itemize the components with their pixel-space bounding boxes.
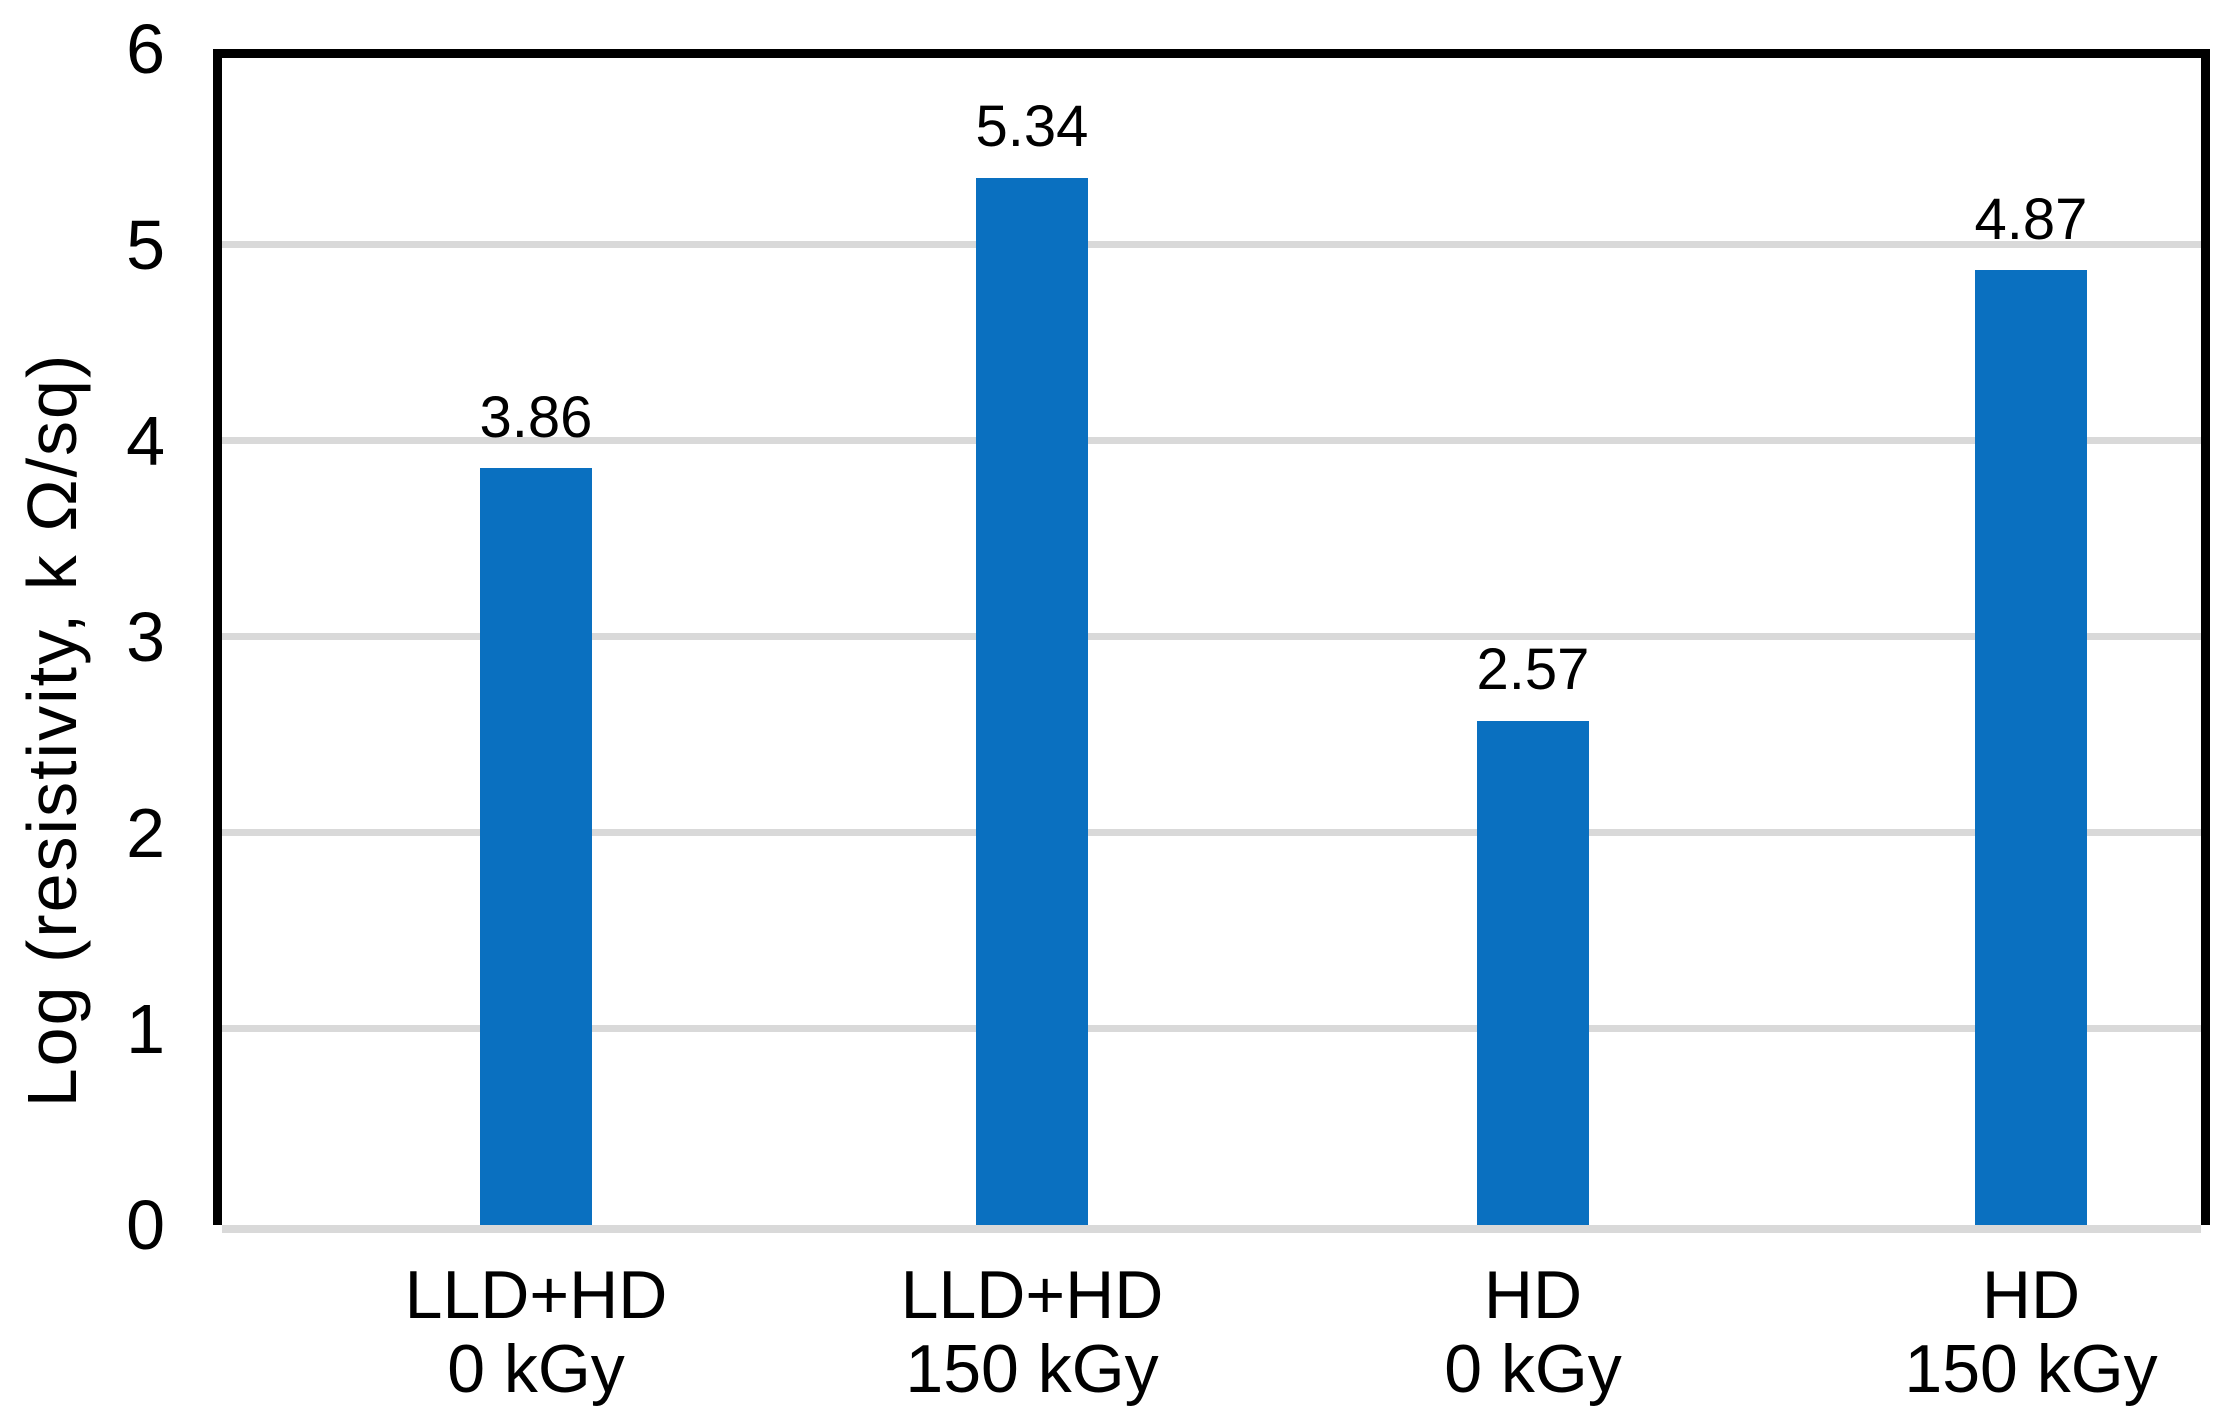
bar bbox=[976, 178, 1088, 1225]
y-tick-label: 1 bbox=[126, 990, 165, 1068]
gridline bbox=[222, 437, 2201, 444]
bar-value-label: 4.87 bbox=[1974, 186, 2088, 252]
bar-value-label: 3.86 bbox=[479, 384, 593, 450]
gridline bbox=[222, 241, 2201, 248]
gridline bbox=[222, 633, 2201, 640]
y-tick-label: 5 bbox=[126, 206, 165, 284]
y-tick-label: 6 bbox=[126, 10, 165, 88]
x-axis-baseline bbox=[222, 1225, 2201, 1233]
bar bbox=[1477, 721, 1589, 1225]
y-tick-label: 4 bbox=[126, 402, 165, 480]
bar bbox=[1975, 270, 2087, 1225]
gridline bbox=[222, 829, 2201, 836]
x-category-label: LLD+HD 150 kGy bbox=[900, 1257, 1164, 1407]
bar bbox=[480, 468, 592, 1225]
y-tick-label: 2 bbox=[126, 794, 165, 872]
plot-area: 3.86 5.34 2.57 4.87 bbox=[213, 49, 2210, 1233]
x-category-label: LLD+HD 0 kGy bbox=[404, 1257, 668, 1407]
y-tick-label: 0 bbox=[126, 1186, 165, 1264]
y-tick-label: 3 bbox=[126, 598, 165, 676]
bar-value-label: 2.57 bbox=[1476, 637, 1590, 703]
x-category-label: HD 0 kGy bbox=[1444, 1257, 1622, 1407]
gridline bbox=[222, 1025, 2201, 1032]
bar-value-label: 5.34 bbox=[975, 94, 1089, 160]
x-category-label: HD 150 kGy bbox=[1904, 1257, 2158, 1407]
